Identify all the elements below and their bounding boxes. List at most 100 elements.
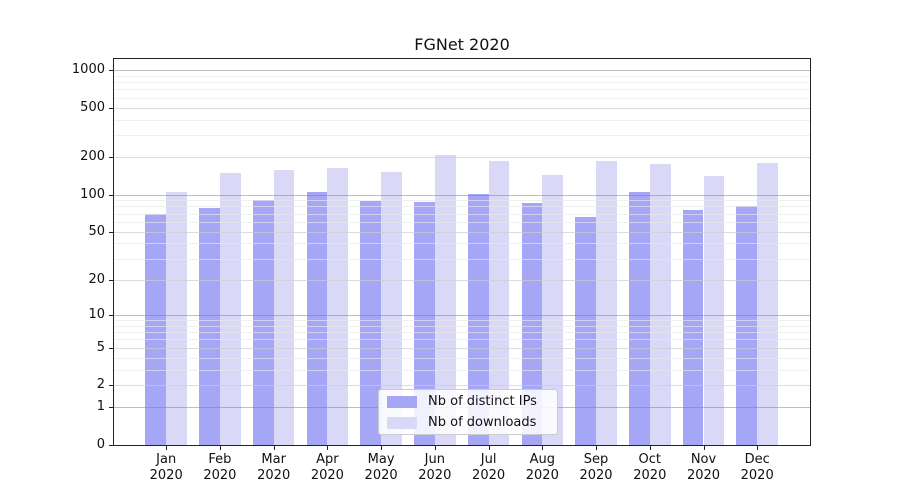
x-tick-mark (434, 446, 436, 450)
x-tick-label-line: Sep (583, 452, 609, 467)
x-tick-label-line: Aug (529, 452, 555, 467)
chart-title: FGNet 2020 (414, 35, 510, 54)
x-tick-label-sep: Sep 2020 (564, 452, 628, 484)
x-tick-mark (219, 446, 221, 450)
legend-swatch-distinct-ips-icon (387, 395, 417, 408)
x-tick-label-line: Jun (424, 452, 445, 467)
x-tick-label-line: Feb (208, 452, 232, 467)
minor-gridline (114, 119, 810, 121)
x-tick-mark (166, 446, 168, 450)
x-tick-label-line: 2020 (257, 468, 291, 483)
minor-gridline (114, 258, 810, 260)
major-gridline-200 (114, 157, 810, 159)
bar-distinct-ips-dec (736, 205, 758, 445)
y-tick-mark (109, 407, 113, 409)
x-tick-label-line: 2020 (579, 468, 613, 483)
legend-item-downloads: Nb of downloads (387, 415, 549, 430)
bar-distinct-ips-mar (252, 200, 274, 445)
grid-layer (114, 59, 810, 445)
bar-downloads-may (381, 171, 402, 445)
x-tick-label-line: 2020 (686, 468, 721, 483)
x-tick-label-line: Nov (690, 452, 717, 467)
y-tick-mark (109, 107, 113, 109)
legend-item-distinct-ips: Nb of distinct IPs (387, 394, 549, 409)
x-tick-label-jun: Jun 2020 (403, 452, 467, 484)
x-tick-label-jul: Jul 2020 (457, 452, 521, 484)
x-tick-label-line: 2020 (364, 468, 398, 483)
major-gridline-50 (114, 231, 810, 233)
minor-gridline (114, 332, 810, 334)
x-tick-label-dec: Dec 2020 (725, 452, 789, 484)
major-gridline-10 (114, 314, 810, 316)
y-tick-label: 20 (88, 271, 105, 287)
x-tick-label-apr: Apr 2020 (295, 452, 359, 484)
minor-gridline (114, 97, 810, 99)
x-tick-label-feb: Feb 2020 (188, 452, 252, 484)
y-tick-mark (109, 157, 113, 159)
legend: Nb of distinct IPs Nb of downloads (378, 389, 558, 435)
minor-gridline (114, 89, 810, 91)
bar-downloads-feb (219, 172, 241, 445)
bar-distinct-ips-sep (575, 216, 597, 445)
minor-gridline (114, 325, 810, 327)
x-tick-mark (273, 446, 275, 450)
x-tick-label-line: 2020 (203, 468, 237, 483)
y-tick-label: 50 (88, 223, 105, 239)
minor-gridline (114, 213, 810, 215)
x-tick-mark (703, 446, 705, 450)
legend-label-downloads: Nb of downloads (428, 415, 537, 430)
x-tick-label-nov: Nov 2020 (672, 452, 736, 484)
y-tick-label: 0 (96, 437, 105, 452)
y-tick-label: 1000 (71, 61, 105, 77)
x-tick-mark (596, 446, 597, 450)
minor-gridline (114, 221, 810, 223)
x-tick-mark (757, 446, 759, 450)
major-gridline-5 (114, 347, 810, 349)
y-tick-mark (109, 445, 113, 446)
bar-distinct-ips-apr (306, 191, 328, 445)
plot-area: Nb of distinct IPs Nb of downloads (113, 58, 811, 446)
minor-gridline (114, 206, 810, 208)
x-tick-label-line: May (367, 452, 395, 467)
x-tick-mark (542, 446, 544, 450)
minor-gridline (114, 243, 810, 245)
x-tick-label-line: 2020 (633, 468, 667, 483)
x-tick-label-may: May 2020 (349, 452, 413, 484)
major-gridline-2 (114, 385, 810, 387)
x-tick-label-oct: Oct 2020 (618, 452, 682, 484)
y-tick-label: 2 (96, 377, 105, 393)
x-tick-mark (488, 446, 490, 450)
bar-downloads-jan (166, 191, 187, 445)
bar-downloads-jun (434, 154, 456, 445)
x-tick-label-line: Mar (261, 452, 286, 467)
legend-swatch-downloads-icon (387, 416, 417, 429)
major-gridline-100 (114, 194, 810, 196)
x-tick-label-line: Oct (638, 452, 662, 467)
y-tick-mark (109, 69, 113, 71)
y-tick-label: 10 (88, 306, 105, 322)
x-tick-label-line: 2020 (740, 468, 774, 483)
x-tick-mark (649, 446, 651, 450)
minor-gridline (114, 75, 810, 77)
bar-distinct-ips-jul (467, 194, 489, 445)
x-tick-mark (327, 446, 329, 450)
x-tick-label-line: Apr (316, 452, 339, 467)
x-tick-label-line: Jan (156, 452, 177, 467)
y-tick-label: 200 (80, 149, 105, 165)
y-tick-mark (109, 314, 113, 316)
bar-distinct-ips-jun (414, 201, 435, 445)
minor-gridline (114, 320, 810, 321)
y-tick-label: 1 (96, 399, 105, 415)
minor-gridline (114, 369, 810, 371)
minor-gridline (114, 339, 810, 341)
y-tick-mark (109, 194, 113, 196)
major-gridline-500 (114, 107, 810, 109)
y-tick-mark (109, 347, 113, 349)
x-tick-label-mar: Mar 2020 (242, 452, 306, 484)
x-tick-label-line: 2020 (149, 468, 183, 483)
x-tick-label-line: 2020 (310, 468, 344, 483)
bars-layer (114, 59, 810, 445)
bar-distinct-ips-aug (521, 202, 543, 445)
minor-gridline (114, 135, 810, 137)
